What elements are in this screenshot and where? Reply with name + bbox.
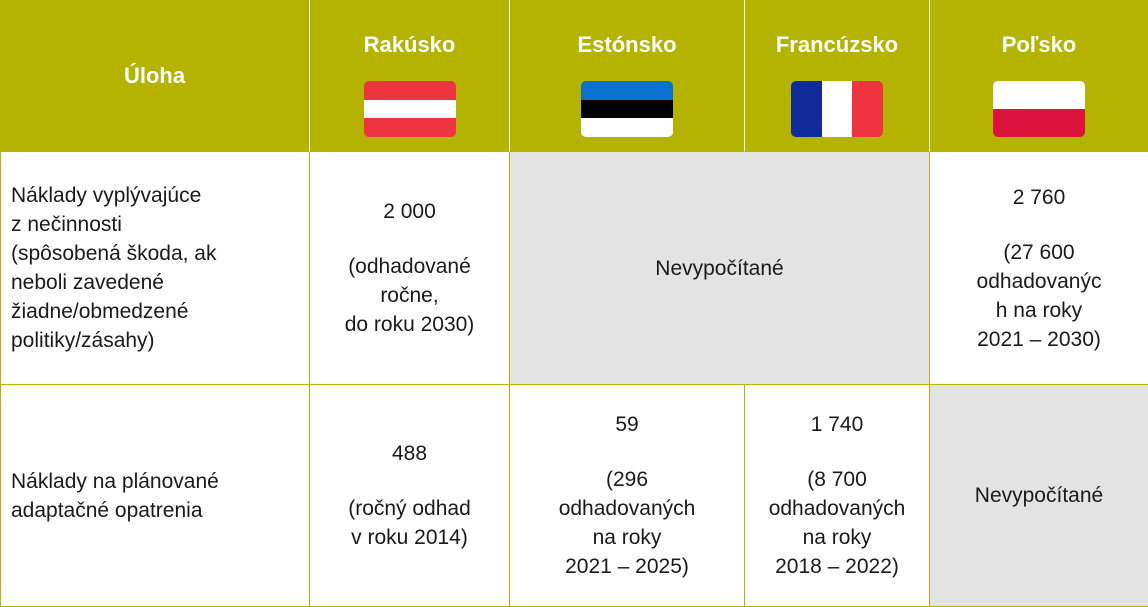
cell-value: 2 000 [383, 200, 436, 223]
label-line: adaptačné opatrenia [11, 498, 203, 522]
label-line: Náklady na plánované [11, 469, 219, 493]
header-cell: Francúzsko [745, 0, 930, 152]
data-cell: 488 (ročný odhad v roku 2014) [310, 385, 510, 607]
header-text: Francúzsko [775, 32, 899, 57]
label-line: (spôsobená škoda, ak [11, 242, 217, 265]
note-line: (296 [605, 468, 649, 491]
data-cell: Nevypočítané [930, 385, 1148, 607]
cell-value: 59 [615, 413, 639, 436]
cell-text: Nevypočítané [655, 256, 784, 280]
header-text: Poľsko [1001, 32, 1077, 57]
cell-note: (296 odhadovaných na roky 2021 – 2025) [559, 465, 696, 581]
flag [581, 81, 673, 137]
note-line: odhadovaných [558, 497, 696, 520]
note-line: h na roky [995, 298, 1083, 322]
header-text: Rakúsko [363, 32, 456, 57]
header-cell: Estónsko [510, 0, 745, 152]
header-text: Úloha [123, 63, 186, 88]
label-line: žiadne/obmedzené [11, 300, 189, 323]
cell-value: 488 [391, 442, 428, 465]
note-line: (odhadované [348, 255, 471, 278]
data-cell: 1 740 (8 700 odhadovaných na roky 2018 – 202… [745, 385, 930, 607]
label-line: z nečinnosti [11, 213, 122, 236]
flag [791, 81, 883, 137]
note-line: odhadovanýc [976, 269, 1102, 293]
note-line: ročne, [380, 284, 439, 307]
flag [993, 81, 1085, 137]
note-line: (27 600 [1003, 240, 1075, 264]
row-label: Náklady na plánované adaptačné opatrenia [0, 385, 310, 607]
row-label: Náklady vyplývajúce z nečinnosti (spôsoben… [0, 152, 310, 385]
note-line: (ročný odhad [348, 497, 471, 520]
cell-value: 2 760 [1012, 185, 1066, 209]
cell-value: 1 740 [810, 413, 864, 436]
note-line: 2021 – 2030) [977, 327, 1101, 351]
data-cell: 2 000 (odhadované ročne, do roku 2030) [310, 152, 510, 385]
header-cell: Rakúsko [310, 0, 510, 152]
note-line: (8 700 [807, 468, 867, 491]
note-line: odhadovaných [768, 497, 906, 520]
cell-note: (8 700 odhadovaných na roky 2018 – 2022) [769, 465, 906, 581]
cell-note: (27 600 odhadovanýc h na roky 2021 – 2030) [977, 238, 1102, 354]
cell-text: Nevypočítané [974, 484, 1104, 507]
data-cell: Nevypočítané [510, 152, 930, 385]
flag [363, 81, 456, 137]
data-cell: 59 (296 odhadovaných na roky 2021 – 2025) [510, 385, 745, 607]
note-line: 2018 – 2022) [775, 555, 899, 578]
note-line: do roku 2030) [344, 313, 475, 336]
note-line: 2021 – 2025) [565, 555, 689, 578]
header-text: Estónsko [577, 32, 677, 57]
header-cell: Úloha [0, 0, 310, 152]
label-line: Náklady vyplývajúce [11, 184, 202, 207]
cell-note: (odhadované ročne, do roku 2030) [345, 252, 475, 339]
cell-note: (ročný odhad v roku 2014) [348, 494, 471, 552]
data-cell: 2 760 (27 600 odhadovanýc h na roky 2021 – 2… [930, 152, 1148, 385]
note-line: na roky [802, 526, 872, 549]
label-line: neboli zavedené [11, 271, 164, 294]
note-line: v roku 2014) [351, 526, 468, 549]
header-cell: Poľsko [930, 0, 1148, 152]
note-line: na roky [592, 526, 662, 549]
label-line: politiky/zásahy) [11, 329, 155, 352]
